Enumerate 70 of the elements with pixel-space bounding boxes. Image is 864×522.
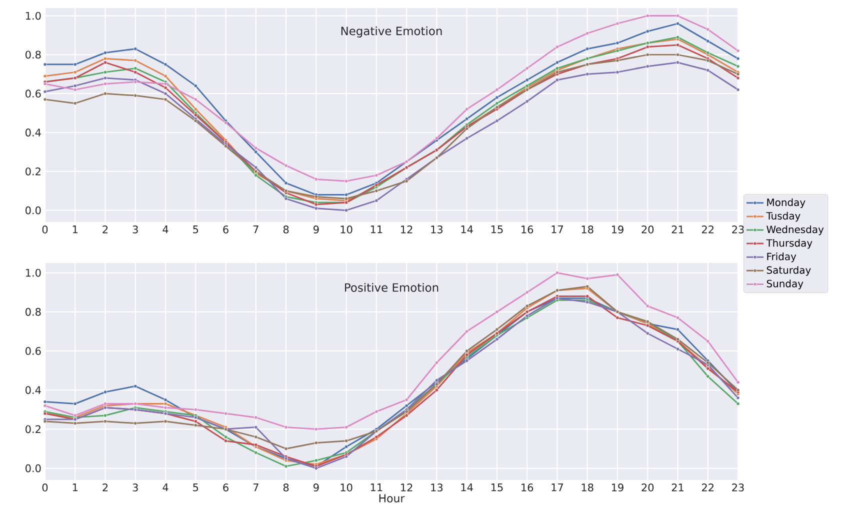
x-tick-label: 2: [102, 226, 108, 234]
x-tick-label: 10: [340, 226, 352, 234]
x-tick-label: 18: [582, 484, 594, 492]
x-tick-label: 13: [431, 484, 443, 492]
x-tick-label: 20: [642, 484, 654, 492]
x-tick-label: 14: [461, 484, 473, 492]
x-tick-label: 1: [72, 226, 78, 234]
legend-label: Sunday: [766, 280, 804, 290]
text: Negative Emotion: [341, 26, 442, 38]
x-tick-label: 9: [314, 226, 319, 234]
x-tick-label: 12: [401, 226, 412, 234]
x-tick-label: 23: [732, 226, 744, 234]
x-tick-label: 7: [253, 484, 258, 492]
legend-label: Thursday: [766, 239, 812, 249]
y-tick-label: 0.8: [26, 308, 41, 316]
x-tick-label: 0: [42, 484, 48, 492]
x-tick-label: 15: [491, 484, 503, 492]
x-tick-label: 4: [162, 226, 168, 234]
x-tick-label: 11: [370, 226, 382, 234]
x-tick-label: 1: [72, 484, 78, 492]
x-tick-label: 0: [42, 226, 48, 234]
y-tick-label: 0.6: [26, 90, 41, 98]
x-tick-label: 7: [253, 226, 258, 234]
x-tick-label: 22: [702, 484, 714, 492]
x-tick-label: 13: [431, 226, 443, 234]
y-tick-label: 0.2: [26, 425, 40, 434]
x-tick-label: 3: [132, 484, 138, 492]
x-tick-label: 18: [582, 226, 594, 234]
x-tick-label: 23: [732, 484, 744, 492]
x-tick-label: 15: [491, 226, 503, 234]
x-tick-label: 19: [612, 226, 624, 234]
x-tick-label: 16: [522, 226, 534, 234]
x-tick-label: 21: [672, 484, 684, 492]
text: Positive Emotion: [345, 282, 438, 292]
x-axis-title: Hour: [379, 494, 405, 502]
x-tick-label: 11: [370, 484, 382, 492]
y-tick-label: 1.0: [26, 12, 41, 20]
y-tick-label: 1.0: [26, 268, 41, 277]
x-tick-label: 14: [461, 226, 473, 234]
y-tick-label: 0.0: [26, 206, 41, 214]
x-tick-label: 21: [672, 226, 684, 234]
x-tick-label: 10: [340, 484, 352, 492]
x-tick-label: 6: [223, 484, 228, 492]
legend-label: Friday: [767, 252, 796, 262]
x-tick-label: 19: [612, 484, 624, 492]
legend-label: Monday: [767, 198, 806, 208]
x-tick-label: 20: [642, 226, 654, 234]
x-tick-label: 16: [522, 484, 534, 492]
x-tick-label: 4: [162, 484, 168, 492]
legend-label: Saturday: [766, 266, 811, 276]
x-tick-label: 8: [283, 484, 289, 492]
x-tick-label: 12: [401, 484, 412, 492]
y-tick-label: 0.0: [26, 464, 41, 472]
y-tick-label: 0.2: [26, 167, 40, 176]
x-tick-label: 5: [193, 226, 198, 234]
x-tick-label: 8: [283, 226, 289, 234]
legend-label: Wednesday: [766, 225, 824, 236]
legend-label: Tusday: [766, 212, 800, 222]
x-tick-label: 5: [193, 484, 198, 492]
y-tick-label: 0.6: [26, 347, 41, 355]
x-tick-label: 3: [132, 226, 138, 234]
x-tick-label: 6: [223, 226, 228, 234]
x-tick-label: 2: [102, 484, 108, 492]
y-tick-label: 0.8: [26, 50, 41, 59]
x-tick-label: 17: [552, 226, 563, 234]
x-tick-label: 17: [552, 484, 563, 492]
y-tick-label: 0.4: [26, 128, 41, 136]
x-tick-label: 22: [702, 226, 714, 234]
y-tick-label: 0.4: [26, 386, 41, 394]
x-tick-label: 9: [314, 484, 319, 492]
